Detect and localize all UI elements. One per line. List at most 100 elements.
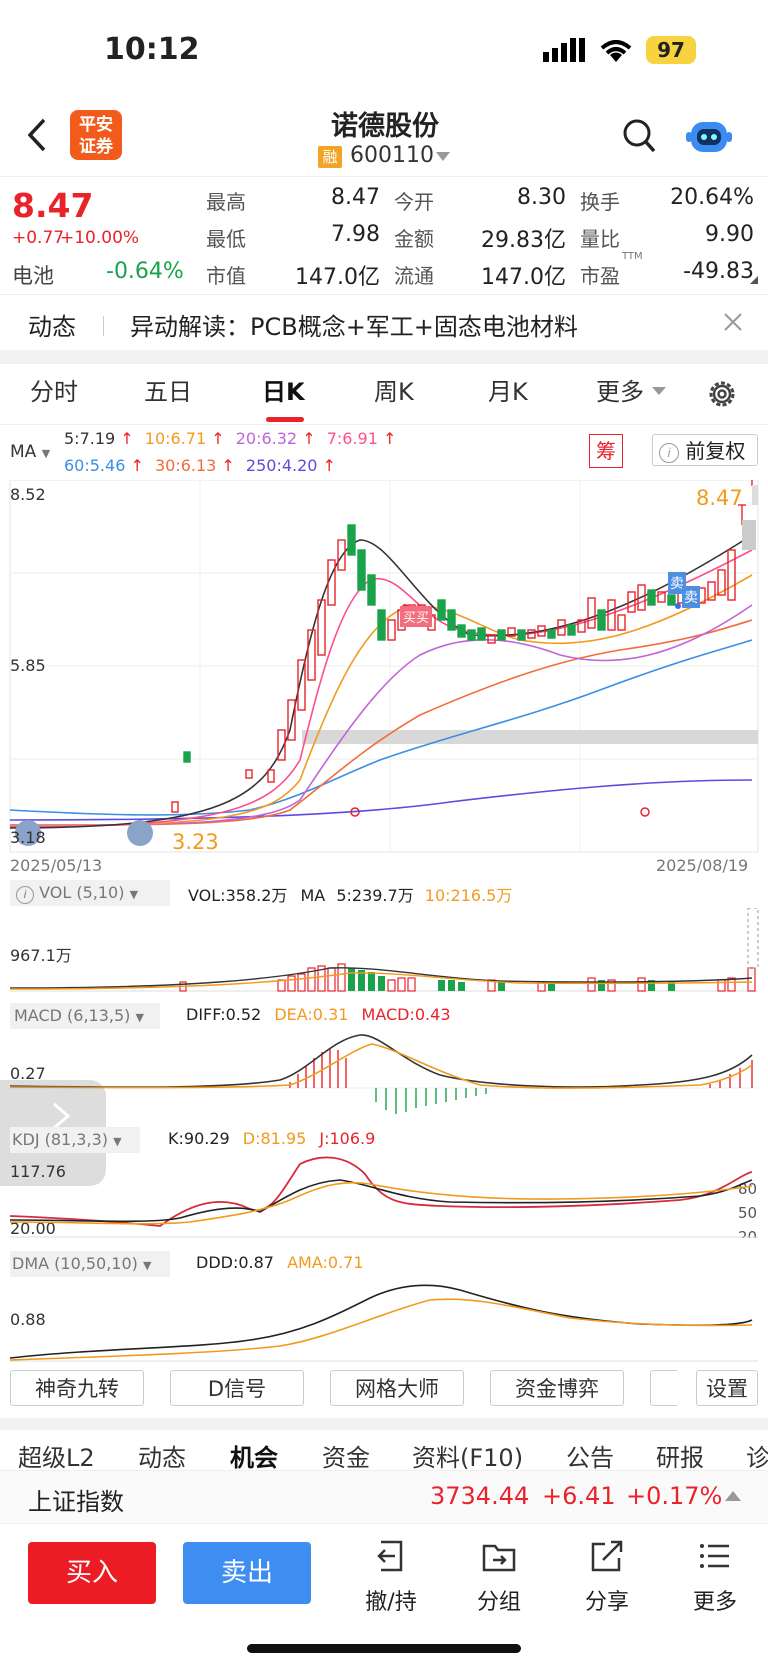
- signal-icon: [543, 38, 585, 62]
- kdj-axis-bottom: 20.00: [10, 1219, 56, 1238]
- ma-label: MA: [10, 442, 37, 462]
- sell-signal-marker-1[interactable]: 卖: [668, 572, 686, 594]
- macd-selector[interactable]: MACD (6,13,5) ▼: [10, 1003, 160, 1029]
- indicator-button-d-signal[interactable]: D信号: [170, 1370, 304, 1406]
- cancel-position-button[interactable]: 撤/持: [356, 1536, 426, 1616]
- kdj-ref-50: 50: [738, 1204, 758, 1222]
- index-name: 上证指数: [28, 1488, 124, 1516]
- menu-icon: [700, 1544, 729, 1568]
- quote-label-low: 最低: [206, 227, 246, 251]
- bottom-tab-level2[interactable]: 超级L2: [18, 1444, 95, 1472]
- cancel-position-label: 撤/持: [365, 1590, 417, 1615]
- dma-selector-label: DMA (10,50,10): [12, 1254, 138, 1273]
- ttm-label: TTM: [622, 251, 643, 262]
- margin-badge: 融: [318, 146, 342, 168]
- broker-logo-line1: 平安: [79, 115, 113, 135]
- quote-value-market-cap: 147.0亿: [295, 265, 380, 290]
- news-headline[interactable]: 异动解读：PCB概念+军工+固态电池材料: [130, 313, 578, 341]
- index-bar[interactable]: 上证指数 3734.44 +6.41 +0.17%: [0, 1471, 768, 1523]
- tab-more[interactable]: 更多: [596, 378, 644, 406]
- indicator-button-fund-game[interactable]: 资金博弈: [490, 1370, 624, 1406]
- quote-label-high: 最高: [206, 190, 246, 214]
- active-tab-indicator: [266, 417, 304, 422]
- bottom-tab-announcements[interactable]: 公告: [566, 1444, 614, 1472]
- quote-value-volume-ratio: 9.90: [705, 222, 754, 247]
- cancel-order-icon: [377, 1540, 403, 1572]
- price-adjust-label: 前复权: [685, 439, 746, 463]
- indicator-button-nine-turn[interactable]: 神奇九转: [10, 1370, 144, 1406]
- close-news-button[interactable]: [722, 311, 744, 337]
- kdj-k: K:90.29: [168, 1129, 230, 1148]
- chevron-right-icon: [53, 1102, 71, 1130]
- battery-indicator: 97: [646, 36, 696, 64]
- vol-ma-label: MA: [300, 886, 326, 905]
- buy-signal-marker[interactable]: 买买: [400, 606, 433, 627]
- sell-button[interactable]: 卖出: [183, 1542, 311, 1604]
- price-adjust-button[interactable]: i 前复权: [652, 434, 758, 466]
- dropdown-arrow-icon[interactable]: [436, 152, 450, 161]
- ma-row-2: 60:5.46 ↑ 30:6.13 ↑ 250:4.20 ↑: [64, 456, 336, 475]
- tab-intraday[interactable]: 分时: [30, 378, 78, 406]
- search-button[interactable]: [622, 118, 658, 160]
- expand-arrow-icon[interactable]: [750, 276, 758, 284]
- bottom-tabs-divider: [0, 1470, 768, 1471]
- kdj-axis-top: 117.76: [10, 1162, 66, 1181]
- tab-five-day[interactable]: 五日: [144, 378, 192, 406]
- ma-10: 10:6.71: [144, 429, 207, 448]
- dma-selector[interactable]: DMA (10,50,10) ▼: [10, 1251, 170, 1277]
- share-icon: [591, 1540, 623, 1572]
- bottom-tab-funds[interactable]: 资金: [322, 1444, 370, 1472]
- tab-weekly-k[interactable]: 周K: [374, 378, 414, 406]
- indicator-button-hidden[interactable]: [650, 1370, 677, 1406]
- sector-name[interactable]: 电池: [12, 264, 54, 288]
- kline-chart[interactable]: [0, 480, 768, 860]
- quote-label-float-cap: 流通: [394, 264, 434, 288]
- kdj-selector[interactable]: KDJ (81,3,3) ▼: [10, 1127, 140, 1153]
- share-button[interactable]: 分享: [572, 1536, 642, 1616]
- ma-row-1: 5:7.19 ↑ 10:6.71 ↑ 20:6.32 ↑ 7:6.91 ↑: [64, 429, 397, 448]
- current-price: 8.47: [12, 186, 94, 225]
- group-button[interactable]: 分组: [464, 1536, 534, 1616]
- indicator-button-grid-master[interactable]: 网格大师: [330, 1370, 464, 1406]
- sell-signal-marker-2[interactable]: 卖: [682, 586, 700, 608]
- tab-daily-k[interactable]: 日K: [262, 378, 305, 406]
- gear-icon: [709, 381, 735, 407]
- quote-value-amount: 29.83亿: [481, 228, 566, 253]
- quote-value-low: 7.98: [331, 222, 380, 247]
- kline-y-mid: 5.85: [10, 656, 46, 675]
- indicator-settings-button[interactable]: 设置: [696, 1370, 758, 1406]
- news-tag: 动态: [28, 313, 76, 341]
- tab-monthly-k[interactable]: 月K: [488, 378, 528, 406]
- back-button[interactable]: [24, 116, 48, 158]
- bottom-tab-diagnosis[interactable]: 诊: [746, 1444, 768, 1472]
- vol-value: VOL:358.2万: [188, 886, 288, 905]
- close-icon: [724, 313, 742, 331]
- chip-distribution-button[interactable]: 筹: [589, 434, 623, 468]
- quote-value-pe: -49.83: [683, 259, 754, 284]
- buy-button[interactable]: 买入: [28, 1542, 156, 1604]
- bottom-tab-opportunity[interactable]: 机会: [230, 1444, 278, 1472]
- battery-level: 97: [657, 38, 685, 62]
- chart-settings-button[interactable]: [706, 378, 738, 414]
- kdj-chart: [9, 1156, 758, 1238]
- bottom-tab-news[interactable]: 动态: [138, 1444, 186, 1472]
- wifi-icon: [598, 36, 634, 68]
- search-icon: [623, 119, 656, 153]
- vol-chart: [9, 908, 759, 992]
- robot-assistant-icon[interactable]: [686, 114, 732, 162]
- status-time: 10:12: [104, 32, 200, 67]
- macd-dea: DEA:0.31: [274, 1005, 349, 1024]
- section-gap-2: [0, 1418, 768, 1430]
- stock-code[interactable]: 600110: [350, 143, 434, 168]
- bottom-tab-research[interactable]: 研报: [656, 1444, 704, 1472]
- bottom-tab-f10[interactable]: 资料(F10): [412, 1444, 524, 1472]
- group-label: 分组: [476, 1590, 521, 1615]
- ma-5: 5:7.19: [64, 429, 116, 448]
- vol-selector[interactable]: i VOL (5,10) ▼: [10, 880, 170, 906]
- more-button[interactable]: 更多: [680, 1536, 750, 1616]
- index-change-pct: +0.17%: [626, 1482, 723, 1510]
- kdj-selector-label: KDJ (81,3,3): [12, 1130, 108, 1149]
- broker-logo[interactable]: 平安 证券: [70, 110, 122, 160]
- kdj-d: D:81.95: [242, 1129, 307, 1148]
- ma-selector[interactable]: MA ▼: [10, 442, 51, 462]
